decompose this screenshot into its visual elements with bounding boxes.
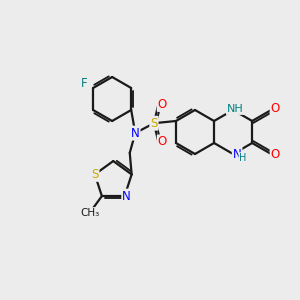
Text: O: O (271, 103, 280, 116)
Text: O: O (158, 135, 167, 148)
Text: N: N (131, 127, 140, 140)
Text: F: F (81, 76, 88, 89)
Text: N: N (233, 148, 242, 160)
Text: CH₃: CH₃ (80, 208, 99, 218)
Text: O: O (271, 148, 280, 161)
Text: S: S (91, 168, 98, 181)
Text: O: O (158, 98, 167, 111)
Text: NH: NH (227, 104, 244, 114)
Text: S: S (150, 117, 158, 130)
Text: H: H (239, 153, 247, 163)
Text: N: N (122, 190, 131, 202)
